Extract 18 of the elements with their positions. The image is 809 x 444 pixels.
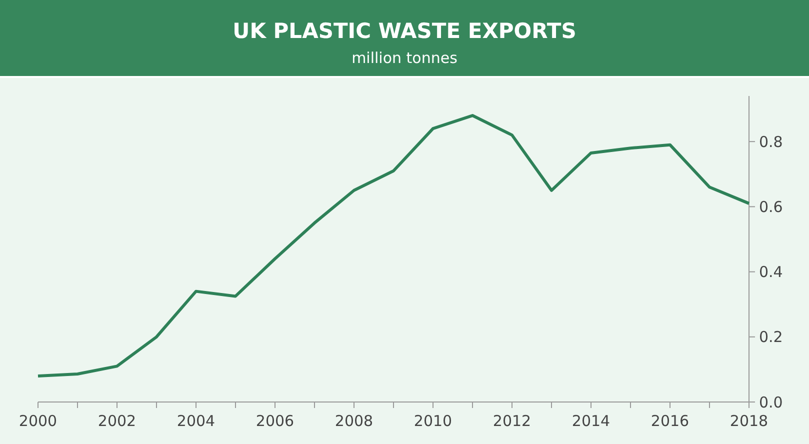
x-tick-label: 2000 bbox=[18, 412, 58, 430]
y-tick-label: 0.8 bbox=[759, 132, 783, 151]
y-tick-label: 0.2 bbox=[759, 328, 783, 346]
x-tick-label: 2008 bbox=[334, 412, 374, 430]
line-series bbox=[36, 114, 750, 378]
x-tick-label: 2002 bbox=[98, 412, 136, 430]
x-tick-label: 2018 bbox=[730, 412, 768, 430]
y-tick-label: 0.4 bbox=[759, 263, 783, 282]
x-tick-label: 2016 bbox=[650, 412, 690, 430]
y-tick-label: 0.6 bbox=[759, 198, 783, 216]
x-tick-label: 2010 bbox=[414, 412, 452, 430]
x-tick-label: 2012 bbox=[492, 412, 532, 430]
x-tick-label: 2014 bbox=[572, 412, 610, 430]
x-tick-label: 2004 bbox=[176, 412, 216, 430]
y-tick-label: 0.0 bbox=[759, 393, 783, 412]
chart-title: UK PLASTIC WASTE EXPORTS bbox=[232, 19, 576, 43]
chart-subtitle: million tonnes bbox=[352, 49, 458, 67]
x-tick-label: 2006 bbox=[256, 412, 294, 430]
